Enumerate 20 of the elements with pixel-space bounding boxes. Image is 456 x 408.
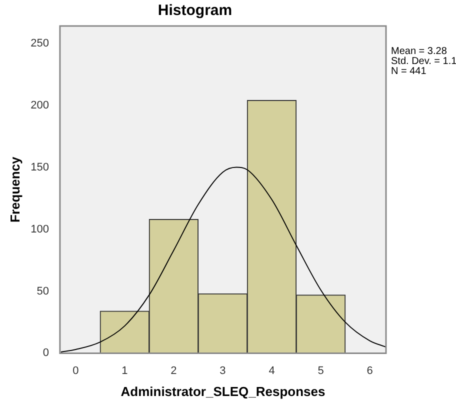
- y-tick-label: 0: [42, 347, 49, 360]
- x-tick-label: 1: [122, 364, 128, 377]
- x-axis-title: Administrator_SLEQ_Responses: [120, 384, 326, 399]
- chart-title: Histogram: [158, 2, 232, 20]
- y-tick-label: 250: [30, 37, 49, 50]
- text: Mean = 3.28: [391, 46, 448, 57]
- x-tick-label: 4: [268, 364, 275, 377]
- x-tick-label: 0: [72, 364, 79, 377]
- text: N = 441: [391, 66, 427, 77]
- x-tick-label: 3: [220, 364, 226, 377]
- text: Std. Dev. = 1.1: [391, 56, 456, 67]
- y-tick-label: 100: [30, 223, 49, 236]
- line-series: [60, 166, 386, 352]
- y-axis-title: Frequency: [7, 156, 22, 222]
- x-tick-label: 5: [318, 364, 324, 377]
- y-tick-label: 200: [30, 99, 49, 112]
- x-tick-label: 6: [366, 364, 373, 377]
- y-tick-label: 150: [30, 161, 49, 174]
- x-tick-label: 2: [170, 364, 177, 377]
- y-tick-label: 50: [36, 285, 49, 298]
